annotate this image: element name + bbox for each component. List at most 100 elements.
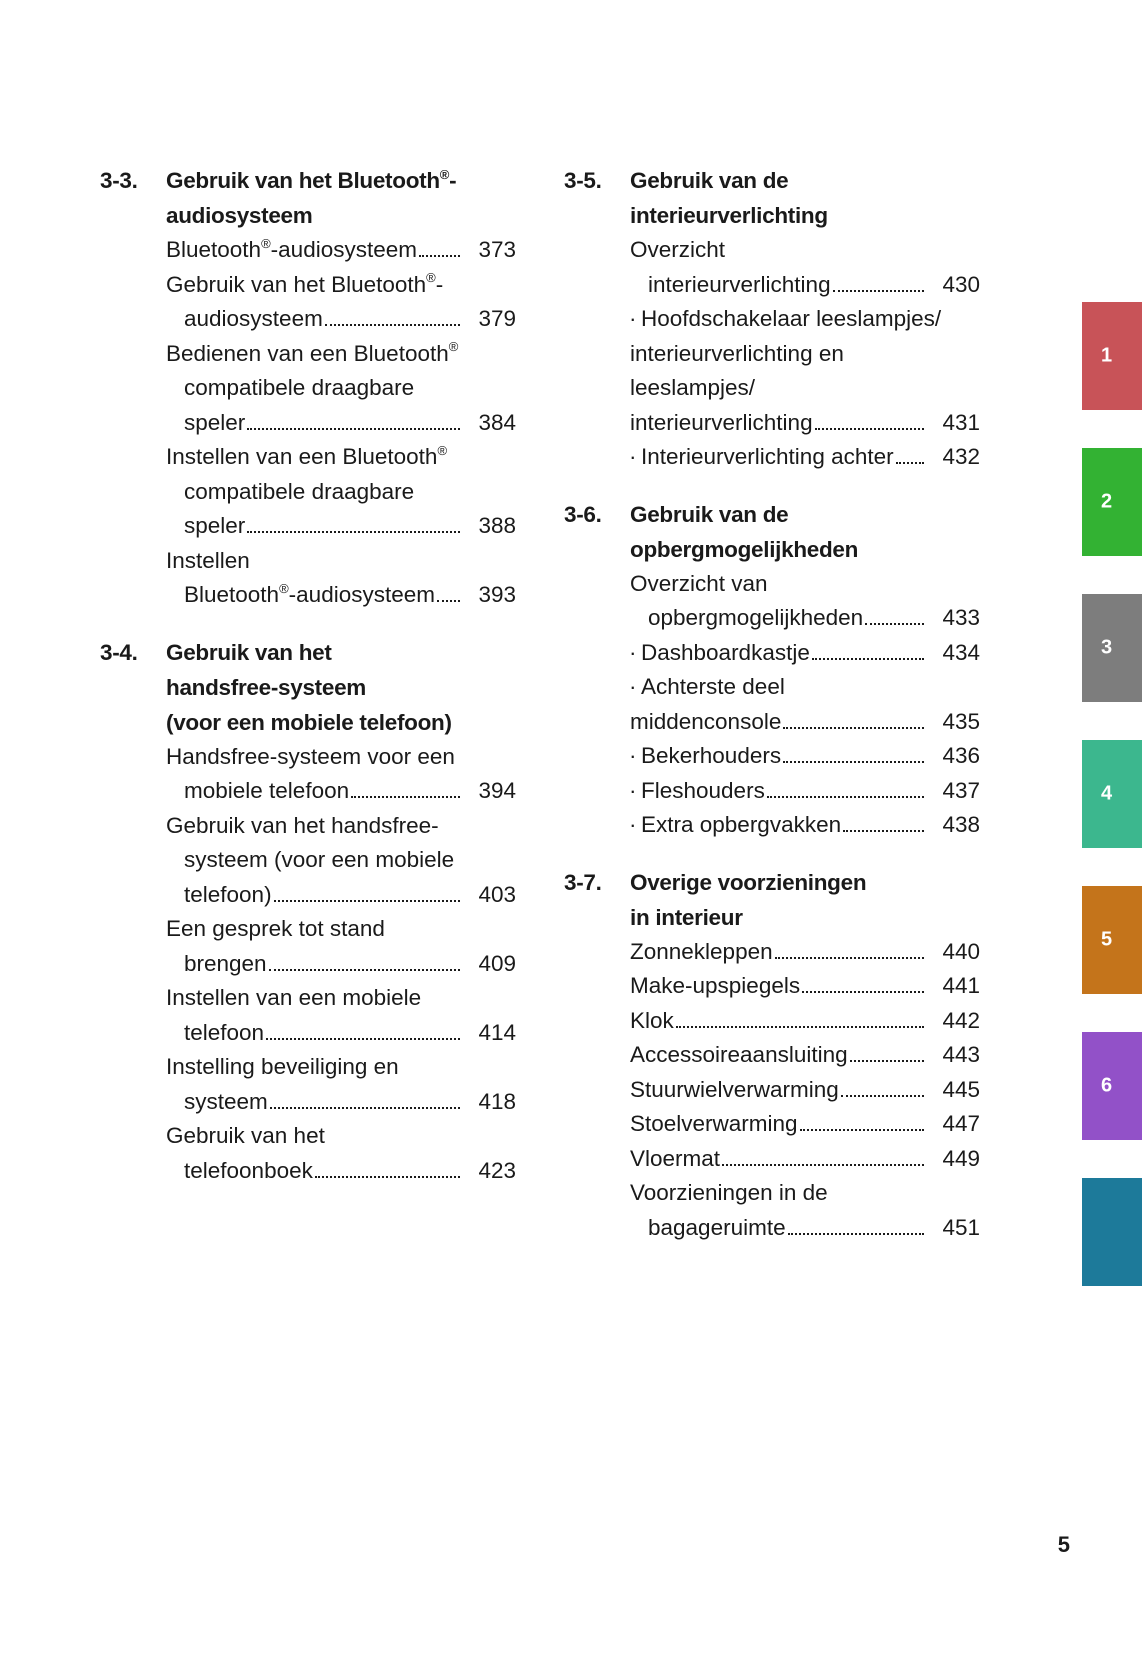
toc-entry[interactable]: Overzicht interieurverlichting 430 (630, 233, 980, 302)
bullet-icon: · (629, 674, 637, 699)
registered-trademark-symbol: ® (279, 580, 289, 596)
toc-entry-line: mobiele telefoon 394 (166, 774, 516, 809)
toc-entry-label: telefoonboek (184, 1157, 313, 1183)
chapter-tab-4[interactable]: 4 (1082, 740, 1142, 848)
toc-entry[interactable]: Een gesprek tot stand brengen 409 (166, 912, 516, 981)
toc-entry-label: Gebruik van het handsfree- (166, 812, 439, 838)
toc-entry[interactable]: · Extra opbergvakken 438 (629, 808, 980, 843)
toc-section-title-line: audiosysteem (166, 203, 313, 228)
toc-section-heading[interactable]: 3-4. Gebruik van het handsfree-systeem (voo… (100, 635, 516, 740)
toc-entry[interactable]: Bluetooth®-audiosysteem 373 (166, 233, 516, 268)
toc-entry[interactable]: · Dashboardkastje 434 (629, 636, 980, 671)
toc-column: 3-3. Gebruik van het Bluetooth®- audiosyst… (100, 163, 516, 1249)
toc-entry-line: Bedienen van een Bluetooth® (166, 337, 516, 372)
chapter-tab-6[interactable]: 6 (1082, 1032, 1142, 1140)
toc-entry[interactable]: Instelling beveiliging en systeem 418 (166, 1050, 516, 1119)
dot-leader (351, 796, 460, 798)
toc-section: 3-4. Gebruik van het handsfree-systeem (voo… (100, 635, 516, 1189)
toc-entry[interactable]: Overzicht van opbergmogelijkheden 433 (630, 567, 980, 636)
toc-entry-list: Bluetooth®-audiosysteem 373 Gebruik van he… (100, 233, 516, 613)
toc-entry[interactable]: Gebruik van het Bluetooth®- audiosysteem 3… (166, 268, 516, 337)
dot-leader (419, 255, 460, 257)
toc-entry-label: Fleshouders (641, 777, 765, 803)
toc-section-title-line: Gebruik van het (166, 639, 332, 665)
dot-leader (314, 1175, 460, 1178)
registered-trademark-symbol: ® (448, 339, 459, 354)
toc-entry[interactable]: Instellen van een mobiele telefoon 414 (166, 981, 516, 1050)
toc-entry[interactable]: Instellen van een Bluetooth® compatibele … (166, 440, 516, 544)
toc-section-heading[interactable]: 3-3. Gebruik van het Bluetooth®- audiosyst… (100, 163, 516, 233)
toc-section-title-line: Gebruik van de (630, 168, 789, 193)
toc-entry-label: leeslampjes/ (630, 375, 756, 400)
toc-entry-line: compatibele draagbare (166, 371, 516, 406)
toc-section-title-line: opbergmogelijkheden (630, 536, 859, 562)
chapter-tab-5[interactable]: 5 (1082, 886, 1142, 994)
toc-section-title-line: Gebruik van het Bluetooth®- (166, 166, 457, 194)
toc-entry-line: Overzicht van (630, 567, 980, 602)
toc-entry[interactable]: · Achterste deel middenconsole 435 (629, 670, 980, 739)
toc-section-heading[interactable]: 3-6. Gebruik van de opbergmogelijkheden (564, 497, 980, 567)
toc-entry-line: telefoon) 403 (166, 878, 516, 913)
toc-entry[interactable]: · Interieurverlichting achter 432 (629, 440, 980, 475)
toc-entry-page-number: 393 (478, 582, 516, 607)
chapter-tab-2[interactable]: 2 (1082, 448, 1142, 556)
toc-entry[interactable]: Gebruik van het telefoonboek 423 (166, 1119, 516, 1188)
chapter-tab-label: 4 (1101, 782, 1113, 805)
bullet-icon: · (629, 777, 637, 803)
toc-entry-line: speler 388 (166, 509, 516, 544)
chapter-tab-3[interactable]: 3 (1082, 594, 1142, 702)
toc-entry[interactable]: · Hoofdschakelaar leeslampjes/interieurve… (629, 302, 980, 440)
toc-entry-page-number: 447 (942, 1111, 980, 1136)
toc-entry[interactable]: Make-upspiegels 441 (630, 969, 980, 1004)
toc-entry-page-number: 437 (942, 777, 980, 803)
toc-entry-page-number: 373 (478, 237, 516, 262)
dot-leader (811, 657, 924, 660)
registered-trademark-symbol: ® (437, 442, 448, 458)
toc-entry-page-number: 409 (478, 950, 516, 976)
dot-leader (266, 1037, 460, 1040)
toc-entry-label: Bluetooth®-audiosysteem (184, 580, 435, 608)
dot-leader (675, 1025, 924, 1028)
toc-entry-label: Zonnekleppen (630, 938, 773, 964)
toc-entry-label: speler (184, 513, 246, 538)
chapter-tab-unlabeled[interactable] (1082, 1178, 1142, 1286)
toc-entry[interactable]: Voorzieningen in de bagageruimte 451 (630, 1176, 980, 1245)
toc-entry[interactable]: Vloermat 449 (630, 1142, 980, 1177)
toc-entry[interactable]: Klok 442 (630, 1004, 980, 1039)
toc-entry-line: Instellen (166, 544, 516, 579)
toc-entry-label: systeem (184, 1088, 268, 1114)
toc-entry[interactable]: · Fleshouders 437 (629, 774, 980, 809)
toc-entry-label: bagageruimte (648, 1214, 786, 1240)
dot-leader (799, 1129, 924, 1131)
toc-entry[interactable]: Accessoireaansluiting 443 (630, 1038, 980, 1073)
dot-leader (774, 956, 924, 959)
toc-entry[interactable]: Stoelverwarming 447 (630, 1107, 980, 1142)
toc-entry-label: opbergmogelijkheden (648, 605, 864, 630)
toc-section-heading[interactable]: 3-7. Overige voorzieningen in interieur (564, 865, 980, 935)
toc-entry[interactable]: Stuurwielverwarming 445 (630, 1073, 980, 1108)
toc-entry-page-number: 451 (942, 1214, 980, 1240)
toc-entry-line: Gebruik van het Bluetooth®- (166, 268, 516, 303)
toc-entry-line: Instellen van een Bluetooth® (166, 440, 516, 475)
toc-column: 3-5. Gebruik van de interieurverlichting Ov… (564, 163, 980, 1249)
toc-entry[interactable]: Handsfree-systeem voor een mobiele telefo… (166, 740, 516, 809)
toc-entry-label: Instellen van een mobiele (166, 985, 422, 1010)
toc-section-title: Gebruik van de interieurverlichting (630, 163, 980, 233)
toc-entry-line: Stoelverwarming 447 (630, 1107, 980, 1142)
toc-section: 3-7. Overige voorzieningen in interieur Zon… (564, 865, 980, 1246)
dot-leader (437, 600, 460, 602)
toc-entry-page-number: 443 (942, 1042, 980, 1067)
toc-entry-label: interieurverlichting (630, 409, 813, 435)
toc-section-title: Gebruik van het handsfree-systeem (voor ee… (166, 635, 516, 740)
toc-entry-label: Extra opbergvakken (641, 812, 842, 837)
toc-entry[interactable]: Zonnekleppen 440 (630, 935, 980, 970)
toc-entry-label: Hoofdschakelaar leeslampjes/ (641, 306, 942, 331)
toc-entry[interactable]: Gebruik van het handsfree-systeem (voor … (166, 809, 516, 913)
toc-entry[interactable]: · Bekerhouders 436 (629, 739, 980, 774)
toc-entry[interactable]: Instellen Bluetooth®-audiosysteem 393 (166, 544, 516, 613)
toc-entry[interactable]: Bedienen van een Bluetooth® compatibele d… (166, 337, 516, 441)
toc-section-heading[interactable]: 3-5. Gebruik van de interieurverlichting (564, 163, 980, 233)
chapter-tab-1[interactable]: 1 (1082, 302, 1142, 410)
registered-trademark-symbol: ® (261, 235, 271, 251)
